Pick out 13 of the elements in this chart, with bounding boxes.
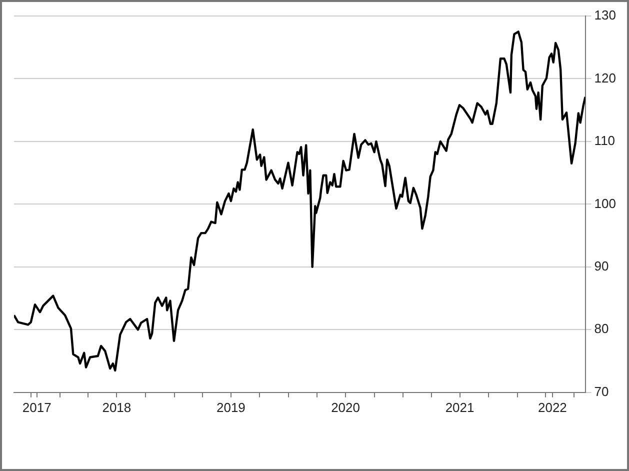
x-tick-label: 2021	[445, 400, 474, 415]
x-tick-label: 2019	[216, 400, 246, 415]
y-tick-label: 120	[594, 70, 616, 86]
x-tick-label: 2017	[22, 400, 52, 415]
y-tick-label: 90	[594, 258, 609, 274]
x-tick-label: 2020	[331, 400, 360, 415]
y-tick-label: 100	[594, 196, 616, 211]
y-tick-label: 130	[594, 8, 616, 23]
y-tick-label: 110	[594, 133, 616, 148]
x-tick-label: 2018	[102, 400, 132, 415]
y-tick-label: 80	[594, 321, 609, 336]
y-tick-label: 70	[594, 384, 609, 399]
x-tick-label: 2022	[538, 400, 567, 415]
